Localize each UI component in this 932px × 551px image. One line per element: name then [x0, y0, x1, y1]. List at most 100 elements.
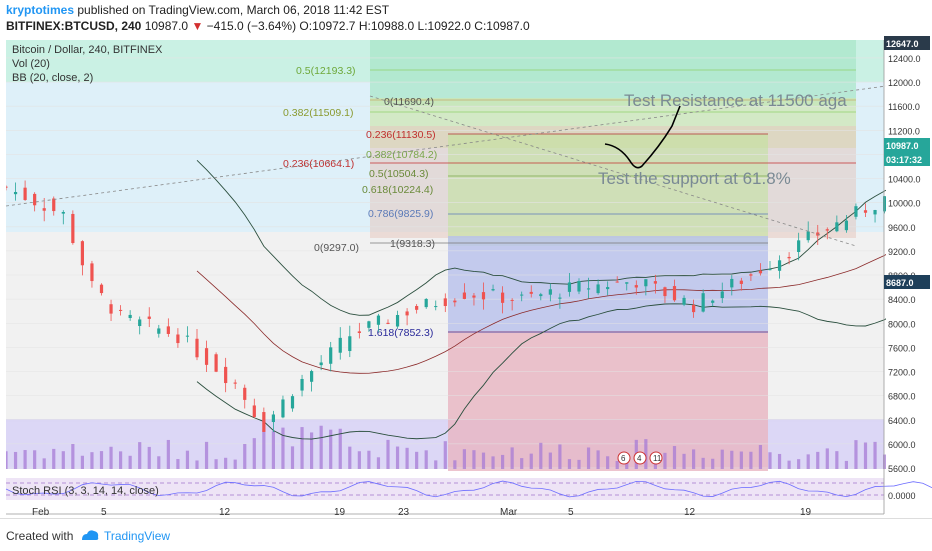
candle-body — [319, 362, 323, 366]
fib-label: 0.5(12193.3) — [296, 65, 356, 77]
tradingview-link[interactable]: TradingView — [104, 529, 171, 543]
fib-label: 0.382(11509.1) — [283, 107, 353, 119]
candle-body — [701, 293, 705, 312]
candle-body — [395, 314, 400, 327]
volume-bar — [42, 458, 46, 469]
candle-body — [405, 311, 409, 316]
fib-label: 0.618(10224.4) — [362, 184, 433, 196]
symbol-label: BITFINEX:BTCUSD, 240 — [6, 19, 142, 33]
candle-body — [873, 210, 877, 215]
volume-bar — [195, 460, 199, 469]
candle-body — [749, 274, 753, 276]
volume-bar — [119, 451, 123, 469]
candle-body — [586, 288, 591, 290]
candle-body — [558, 297, 562, 299]
candle-body — [415, 306, 419, 310]
volume-bar — [367, 450, 371, 469]
volume-bar — [825, 448, 829, 469]
volume-bar — [300, 427, 304, 469]
ohlc-line: BITFINEX:BTCUSD, 240 10987.0 ▼ −415.0 (−… — [6, 19, 530, 33]
volume-bar — [415, 451, 419, 469]
volume-bar — [701, 457, 705, 469]
volume-bar — [883, 454, 886, 469]
y-tick-label: 7200.0 — [888, 368, 916, 378]
event-badge-label: 4 — [637, 454, 642, 463]
last-price-tag: 10987.0 — [886, 141, 919, 151]
price-change: −415.0 (−3.64%) — [206, 19, 297, 33]
high-value: H:10988.0 — [358, 19, 415, 33]
volume-bar — [806, 454, 810, 469]
volume-bar — [682, 453, 686, 469]
down-arrow-icon: ▼ — [191, 19, 204, 33]
support-annotation: Test the support at 61.8% — [598, 169, 791, 188]
candle-body — [99, 284, 104, 294]
event-badge-label: 11 — [653, 454, 662, 463]
last-price: 10987.0 — [144, 19, 189, 33]
candle-body — [443, 298, 447, 307]
candle-body — [501, 292, 505, 303]
volume-bar — [424, 450, 428, 469]
volume-bar — [157, 456, 161, 469]
volume-bar — [558, 444, 562, 469]
volume-bar — [338, 428, 342, 469]
fib-label: 0.236(11130.5) — [366, 129, 436, 141]
level-price-tag: 8687.0 — [886, 278, 914, 288]
volume-bar — [262, 430, 266, 469]
candle-body — [281, 399, 285, 418]
volume-bar — [329, 429, 333, 469]
candle-body — [644, 279, 648, 287]
fib-label: 0(9297.0) — [314, 242, 359, 254]
volume-bar — [567, 459, 572, 469]
candle-body — [730, 278, 734, 288]
fib-zone-6 — [448, 331, 768, 471]
x-tick-label: 19 — [334, 507, 346, 518]
top-price-tag: 12647.0 — [886, 39, 919, 49]
resistance-annotation: Test Resistance at 11500 aga — [624, 91, 847, 110]
volume-bar — [71, 443, 75, 469]
volume-indicator-label: Vol (20) — [12, 58, 50, 70]
volume-bar — [109, 446, 113, 469]
price-chart[interactable]: 0.5(12193.3) 0.382(11509.1) 0.236(10664.1)… — [0, 36, 932, 518]
last-price-tag-bg — [884, 138, 930, 152]
open-value: O:10972.7 — [299, 19, 356, 33]
candle-body — [300, 378, 304, 391]
volume-bar — [252, 438, 256, 469]
volume-bar — [768, 452, 772, 469]
stoch-k-line — [5, 480, 932, 498]
published-text: published on TradingView.com, March 06, … — [77, 3, 390, 17]
volume-bar — [138, 442, 142, 469]
candle-body — [520, 294, 524, 296]
candle-body — [348, 336, 352, 352]
candle-body — [357, 331, 361, 334]
event-badge — [649, 451, 663, 465]
fib-label: 0.236(10664.1) — [283, 158, 354, 170]
bb-upper-band — [196, 160, 886, 316]
candle-body — [615, 281, 619, 283]
candle-body — [376, 315, 381, 325]
x-tick-label: 12 — [219, 507, 231, 518]
event-badge — [633, 451, 647, 465]
volume-bar — [281, 427, 285, 469]
candle-body — [797, 240, 801, 253]
candle-body — [844, 220, 848, 231]
candle-body — [663, 287, 667, 297]
candle-body — [434, 306, 438, 308]
volume-bar — [243, 443, 247, 469]
candle-body — [672, 286, 677, 301]
fib-zone-4 — [448, 134, 768, 246]
volume-bar — [472, 450, 476, 469]
candle-body — [835, 222, 839, 232]
author-link[interactable]: kryptotimes — [6, 3, 75, 17]
volume-bar — [443, 441, 447, 469]
countdown-tag: 03:17:32 — [886, 155, 922, 165]
candle-body — [424, 298, 428, 308]
candle-body — [195, 338, 199, 358]
volume-bar — [491, 456, 495, 469]
candle-body — [61, 212, 65, 214]
candle-body — [71, 213, 75, 244]
candle-body — [90, 263, 94, 282]
volume-bar — [395, 446, 400, 469]
footer: Created with TradingView — [0, 518, 932, 551]
candle-body — [462, 292, 466, 299]
candle-body — [768, 269, 772, 271]
